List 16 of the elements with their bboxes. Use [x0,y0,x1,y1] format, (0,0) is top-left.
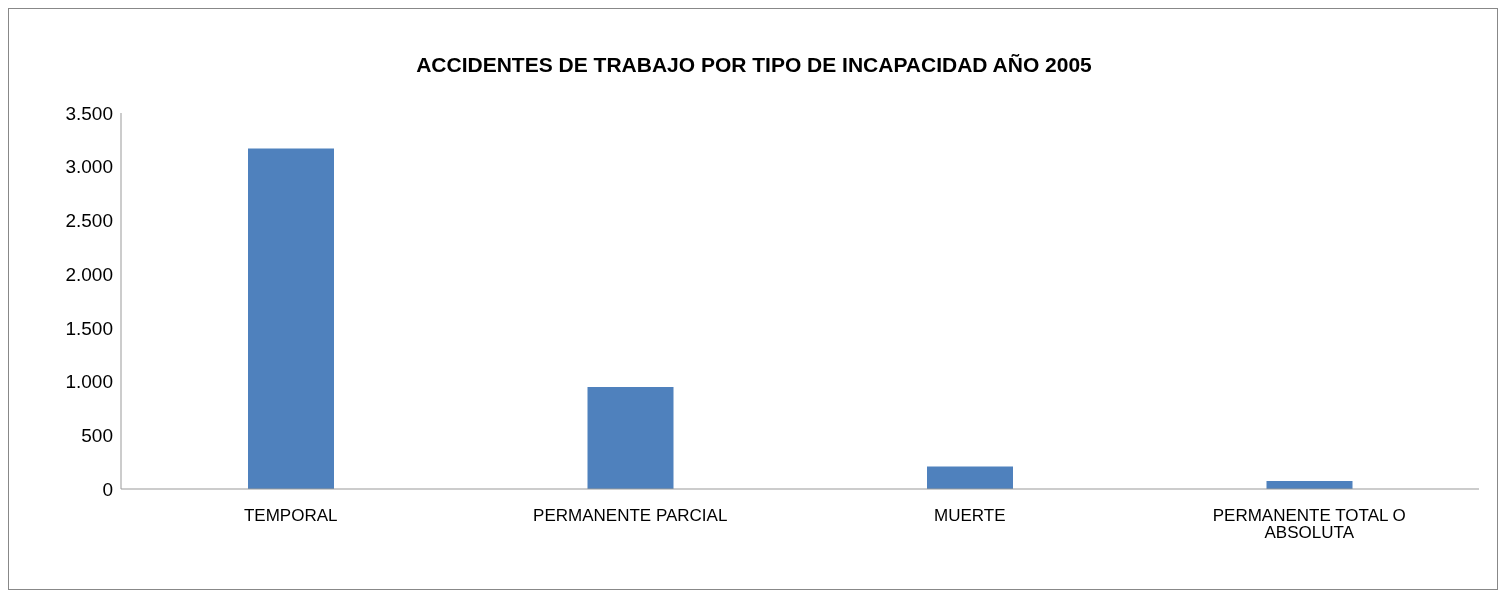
y-tick-label: 500 [81,425,113,447]
y-tick-label: 1.500 [65,317,113,339]
bar [248,148,334,489]
y-tick-label: 1.000 [65,371,113,393]
y-tick-label: 2.000 [65,263,113,285]
bar [587,386,674,489]
x-tick-label: PERMANENTE TOTAL O ABSOLUTA [1212,506,1406,543]
y-tick-label: 2.500 [65,210,113,232]
y-tick-label: 3.000 [65,156,113,178]
x-tick-label: TEMPORAL [243,506,338,526]
y-tick-label: 0 [102,478,113,500]
chart-title: ACCIDENTES DE TRABAJO POR TIPO DE INCAPACIDAD AÑO 2005 [415,53,1093,77]
y-tick-label: 3.500 [65,102,113,124]
bar [927,466,1013,489]
x-tick-label: MUERTE [934,506,1006,526]
x-tick-label: PERMANENTE PARCIAL [533,506,728,526]
